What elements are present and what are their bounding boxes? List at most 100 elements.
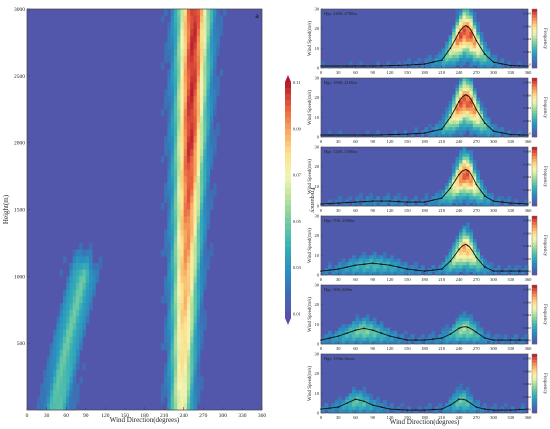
sub-heatmap-cell [472, 166, 477, 171]
sub-heatmap-cell [510, 337, 515, 342]
sub-heatmap-cell [427, 406, 432, 411]
sub-colorbar-segment [532, 161, 537, 165]
sub-heatmap-cell [462, 25, 467, 29]
sub-heatmap-cell [396, 202, 401, 207]
main-heatmap-cell [167, 389, 171, 397]
main-heatmap-cell [183, 129, 188, 137]
main-heatmap-cell [203, 15, 207, 23]
sub-colorbar-segment [532, 92, 537, 96]
sub-heatmap-cell [483, 337, 487, 342]
sub-colorbar-segment [532, 89, 537, 94]
main-heatmap-cell [180, 75, 184, 83]
sub-heatmap-cell [479, 202, 484, 207]
main-heatmap-cell [199, 29, 204, 37]
main-heatmap-cell [177, 15, 181, 23]
sub-heatmap-cell [348, 258, 353, 263]
sub-heatmap-cell [479, 268, 484, 273]
colorbar-tick-label: 0.11 [293, 80, 301, 85]
sub-heatmap-cell [452, 107, 456, 112]
sub-heatmap-cell [352, 202, 356, 207]
main-heatmap-cell [203, 176, 207, 184]
sub-heatmap-cell [476, 51, 480, 56]
sub-heatmap-cell [331, 268, 336, 273]
main-heatmap-cell [167, 115, 171, 123]
sub-heatmap-cell [469, 261, 474, 266]
main-heatmap-cell [75, 249, 80, 257]
main-heatmap-cell [196, 369, 201, 377]
sub-heatmap-cell [514, 334, 518, 338]
main-heatmap-cell [62, 289, 67, 297]
main-heatmap-cell [196, 396, 201, 404]
main-heatmap-cell [190, 396, 194, 404]
main-heatmap-cell [213, 102, 217, 110]
main-heatmap-cell [196, 343, 201, 351]
sub-heatmap-cell [365, 330, 370, 335]
main-heatmap-cell [199, 329, 204, 337]
sub-heatmap-cell [469, 265, 474, 269]
main-heatmap-cell [180, 269, 184, 277]
main-heatmap-cell [190, 303, 194, 311]
main-heatmap-cell [72, 403, 77, 411]
main-heatmap-cell [183, 249, 188, 257]
sub-mean-speed-point [423, 409, 426, 411]
sub-xtick-label: 300 [490, 415, 498, 420]
sub-colorbar-segment [532, 354, 537, 358]
sub-xtick-label: 90 [371, 70, 376, 75]
main-heatmap-cell [199, 15, 204, 23]
sub-heatmap-cell [462, 238, 467, 243]
main-heatmap-cell [183, 82, 188, 90]
sub-xtick-label: 360 [525, 70, 533, 75]
main-heatmap-cell [79, 249, 83, 257]
colorbar-segment [285, 146, 291, 154]
sub-heatmap-cell [465, 202, 470, 207]
main-heatmap-cell [180, 256, 184, 264]
sub-xtick-label: 240 [456, 346, 464, 351]
sub-heatmap-cell [510, 406, 515, 411]
main-heatmap-cell [177, 222, 181, 230]
sub-heatmap-cell [452, 248, 456, 253]
main-heatmap-cell [193, 196, 198, 204]
sub-mean-speed-point [397, 337, 400, 339]
main-heatmap-cell [196, 115, 201, 123]
sub-colorbar-tick-label: 0.002 [523, 326, 531, 330]
main-heatmap-cell [196, 22, 201, 30]
main-heatmap-cell [173, 189, 178, 197]
sub-heatmap-cell [386, 196, 391, 200]
sub-heatmap-cell [427, 271, 432, 276]
sub-heatmap-cell [341, 265, 346, 269]
main-heatmap-cell [209, 42, 214, 50]
sub-colorbar-segment [532, 65, 537, 69]
sub-heatmap-cell [434, 123, 439, 128]
main-heatmap-cell [82, 256, 87, 264]
sub-heatmap-cell [465, 110, 470, 115]
sub-heatmap-cell [524, 265, 529, 269]
main-heatmap-cell [75, 356, 80, 364]
sub-heatmap-cell [483, 48, 487, 52]
sub-mean-speed-point [328, 337, 331, 339]
main-heatmap-cell [193, 55, 198, 63]
main-heatmap-cell [190, 149, 194, 157]
sub-heatmap-cell [383, 337, 387, 342]
sub-heatmap-cell [462, 160, 467, 164]
colorbar-segment [285, 87, 291, 95]
sub-heatmap-cell [469, 166, 474, 171]
main-heatmap-cell [177, 196, 181, 204]
sub-heatmap-cell [390, 261, 394, 266]
sub-heatmap-cell [448, 252, 453, 256]
main-heatmap-cell [213, 149, 217, 157]
sub-colorbar-segment [532, 203, 537, 207]
sub-heatmap-cell [469, 255, 474, 259]
sub-xtick-label: 270 [473, 415, 481, 420]
main-heatmap-cell [69, 356, 73, 364]
sub-heatmap-cell [390, 255, 394, 259]
sub-heatmap-cell [462, 58, 467, 62]
main-heatmap-cell [89, 289, 93, 297]
sub-heatmap-cell [386, 258, 391, 263]
main-heatmap-cell [190, 122, 194, 130]
sub-heatmap-cell [452, 123, 456, 128]
sub-heatmap-cell [507, 61, 512, 66]
main-heatmap-cell [53, 376, 57, 384]
main-heatmap-cell [180, 95, 184, 103]
sub-heatmap-cell [441, 127, 446, 131]
sub-colorbar-tick-label: 0 [529, 339, 531, 343]
